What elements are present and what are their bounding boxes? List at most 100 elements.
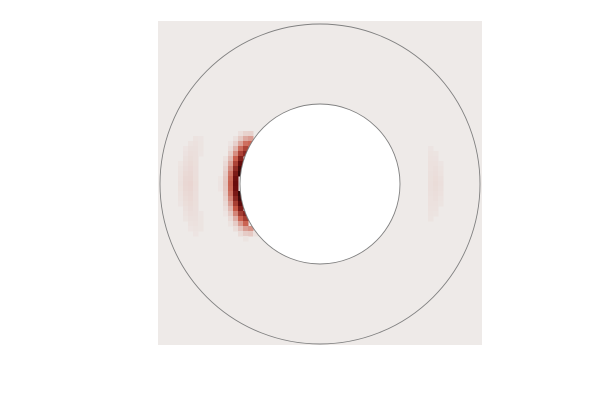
- heatmap-cell: [433, 211, 439, 217]
- heatmap-cell: [188, 166, 194, 172]
- heatmap-cell: [228, 191, 234, 197]
- heatmap-cell: [188, 191, 194, 197]
- heatmap-cell: [433, 201, 439, 207]
- heatmap-cell: [438, 176, 444, 182]
- heatmap-cell: [238, 141, 244, 147]
- heatmap-cell: [433, 156, 439, 162]
- heatmap-cell: [223, 176, 229, 182]
- heatmap-cell: [188, 211, 194, 217]
- heatmap-cell: [188, 176, 194, 182]
- heatmap-cell: [233, 151, 239, 157]
- heatmap-cell: [243, 136, 249, 142]
- heatmap-cell: [193, 231, 199, 237]
- heatmap-cell: [233, 181, 239, 187]
- heatmap-cell: [238, 201, 244, 207]
- heatmap-cell: [178, 171, 184, 177]
- heatmap-cell: [218, 176, 224, 182]
- heatmap-cell: [223, 201, 229, 207]
- heatmap-cell: [433, 206, 439, 212]
- heatmap-cell: [228, 161, 234, 167]
- heatmap-cell: [238, 146, 244, 152]
- heatmap-cell: [223, 211, 229, 217]
- heatmap-cell: [183, 191, 189, 197]
- heatmap-cell: [198, 146, 204, 152]
- plot-area: [158, 21, 482, 345]
- heatmap-cell: [233, 141, 239, 147]
- heatmap-cell: [228, 206, 234, 212]
- heatmap-cell: [243, 221, 249, 227]
- heatmap-cell: [188, 216, 194, 222]
- heatmap-cell: [223, 171, 229, 177]
- heatmap-cell: [193, 216, 199, 222]
- heatmap-cell: [223, 166, 229, 172]
- heatmap-cell: [193, 211, 199, 217]
- heatmap-cell: [178, 186, 184, 192]
- heatmap-cell: [193, 141, 199, 147]
- heatmap-cell: [223, 186, 229, 192]
- heatmap-cell: [233, 191, 239, 197]
- heatmap-cell: [428, 166, 434, 172]
- heatmap-cell: [198, 136, 204, 142]
- heatmap-cell: [438, 196, 444, 202]
- heatmap-cell: [238, 151, 244, 157]
- heatmap-cell: [223, 161, 229, 167]
- heatmap-cell: [233, 201, 239, 207]
- inner-ring: [239, 103, 401, 265]
- heatmap-cell: [193, 221, 199, 227]
- heatmap-cell: [193, 206, 199, 212]
- heatmap-cell: [223, 156, 229, 162]
- heatmap-cell: [183, 146, 189, 152]
- heatmap-cell: [183, 161, 189, 167]
- heatmap-cell: [183, 196, 189, 202]
- heatmap-cell: [228, 221, 234, 227]
- heatmap-cell: [188, 226, 194, 232]
- heatmap-cell: [433, 196, 439, 202]
- heatmap-cell: [233, 171, 239, 177]
- heatmap-cell: [228, 211, 234, 217]
- heatmap-cell: [188, 201, 194, 207]
- heatmap-cell: [243, 131, 249, 137]
- heatmap-cell: [433, 171, 439, 177]
- heatmap-cell: [193, 196, 199, 202]
- heatmap-cell: [193, 171, 199, 177]
- heatmap-cell: [198, 226, 204, 232]
- heatmap-cell: [178, 191, 184, 197]
- heatmap-cell: [183, 201, 189, 207]
- heatmap-cell: [228, 186, 234, 192]
- heatmap-cell: [238, 221, 244, 227]
- heatmap-cell: [238, 161, 244, 167]
- heatmap-cell: [188, 141, 194, 147]
- heatmap-cell: [223, 196, 229, 202]
- heatmap-cell: [228, 201, 234, 207]
- heatmap-cell: [183, 211, 189, 217]
- heatmap-cell: [233, 161, 239, 167]
- heatmap-cell: [233, 146, 239, 152]
- heatmap-cell: [233, 186, 239, 192]
- heatmap-cell: [193, 166, 199, 172]
- heatmap-cell: [193, 226, 199, 232]
- heatmap-cell: [428, 151, 434, 157]
- heatmap-cell: [433, 176, 439, 182]
- heatmap-cell: [428, 161, 434, 167]
- heatmap-cell: [233, 196, 239, 202]
- heatmap-cell: [238, 231, 244, 237]
- heatmap-cell: [233, 176, 239, 182]
- heatmap-cell: [433, 181, 439, 187]
- heatmap-cell: [188, 196, 194, 202]
- heatmap-cell: [228, 216, 234, 222]
- heatmap-cell: [183, 151, 189, 157]
- heatmap-cell: [428, 206, 434, 212]
- heatmap-cell: [188, 161, 194, 167]
- heatmap-cell: [228, 166, 234, 172]
- heatmap-cell: [438, 166, 444, 172]
- heatmap-cell: [438, 201, 444, 207]
- heatmap-cell: [238, 166, 244, 172]
- heatmap-cell: [233, 166, 239, 172]
- heatmap-cell: [228, 171, 234, 177]
- heatmap-cell: [243, 146, 249, 152]
- heatmap-cell: [228, 146, 234, 152]
- heatmap-cell: [248, 226, 254, 232]
- heatmap-cell: [233, 136, 239, 142]
- heatmap-cell: [178, 161, 184, 167]
